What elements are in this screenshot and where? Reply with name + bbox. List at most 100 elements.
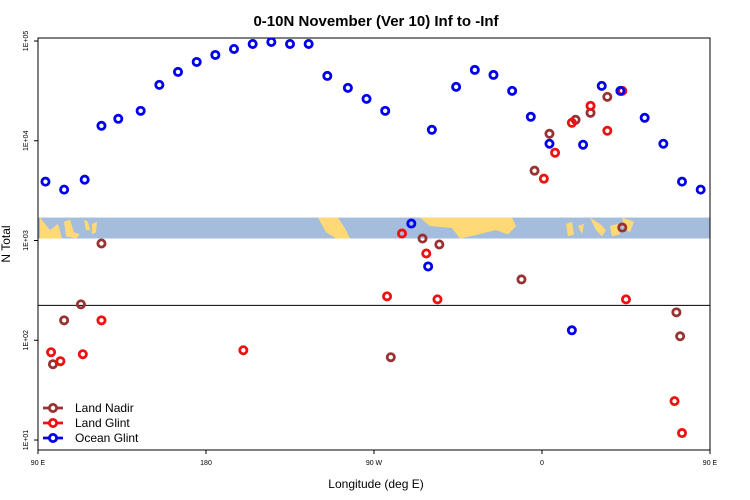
land-glint-point [421, 248, 432, 259]
ocean-glint-point [658, 138, 669, 149]
ocean-glint-point [639, 112, 650, 123]
ocean-glint-point [426, 124, 437, 135]
ocean-glint-point [566, 325, 577, 336]
ocean-glint-point [544, 138, 555, 149]
land-glint-point [718, 349, 725, 356]
ocean-glint-point [191, 56, 202, 67]
ocean-glint-point [342, 82, 353, 93]
land-nadir-point [529, 165, 540, 176]
land-shape [92, 221, 97, 235]
ocean-glint-point [113, 113, 124, 124]
x-tick-label: 90 E [31, 460, 46, 467]
land-shape [318, 217, 350, 239]
legend-label-land-glint: Land Glint [75, 416, 130, 430]
ocean-glint-point [96, 120, 107, 131]
ocean-band [38, 217, 710, 239]
ocean-glint-point [525, 111, 536, 122]
ocean-glint-point [40, 176, 51, 187]
ocean-glint-point [79, 174, 90, 185]
y-tick-label: 1E+01 [23, 430, 30, 451]
ocean-glint-point [406, 218, 417, 229]
legend-marker-ocean-glint [48, 432, 59, 443]
ocean-glint-point [247, 38, 258, 49]
land-nadir-point [516, 274, 527, 285]
ocean-glint-point [615, 85, 626, 96]
x-axis-label: Longitude (deg E) [328, 477, 423, 491]
ocean-glint-point [451, 81, 462, 92]
land-nadir-point [544, 128, 555, 139]
legend-marker-land-nadir [48, 402, 59, 413]
land-nadir-point [675, 331, 686, 342]
ocean-glint-point [59, 184, 70, 195]
land-shape [64, 219, 80, 239]
land-glint-point [77, 349, 88, 360]
ocean-glint-point [266, 38, 277, 47]
land-glint-point [382, 291, 393, 302]
land-glint-point [55, 356, 66, 367]
ocean-glint-point [677, 176, 688, 187]
ocean-glint-point [210, 49, 221, 60]
land-glint-point [550, 147, 561, 158]
land-glint-point [396, 228, 407, 239]
land-glint-point [96, 315, 107, 326]
legend-marker-land-glint [48, 417, 59, 428]
ocean-glint-point [469, 64, 480, 75]
x-tick-label: 0 [540, 460, 544, 467]
y-axis: 1E+01 1E+02 1E+03 1E+04 1E+05 [23, 31, 38, 451]
ocean-glint-point [361, 93, 372, 104]
ocean-glint-point [716, 176, 723, 183]
land-shape [420, 217, 516, 239]
legend-label-land-nadir: Land Nadir [75, 401, 134, 415]
land-shape [84, 219, 90, 231]
ocean-glint-point [303, 38, 314, 49]
land-glint-point [585, 100, 596, 111]
ocean-glint-point [695, 184, 706, 195]
land-glint-point [538, 173, 549, 184]
land-glint-point [46, 347, 57, 358]
y-tick-label: 1E+02 [23, 330, 30, 351]
land-shape [578, 223, 584, 235]
land-glint-point [725, 358, 732, 365]
y-tick-label: 1E+03 [23, 230, 30, 251]
land-shape [566, 221, 574, 237]
x-tick-label: 90 E [703, 460, 718, 467]
land-nadir-point [59, 315, 70, 326]
land-nadir-point [602, 91, 613, 102]
ocean-glint-point [423, 261, 434, 272]
land-nadir-point [75, 299, 86, 310]
y-tick-label: 1E+04 [23, 130, 30, 151]
ocean-glint-point [380, 105, 391, 116]
world-map-band [38, 217, 710, 239]
ocean-glint-point [228, 43, 239, 54]
x-tick-label: 90 W [366, 460, 383, 467]
chart-title: 0-10N November (Ver 10) Inf to -Inf [253, 13, 499, 30]
ocean-glint-point [172, 66, 183, 77]
land-shape [590, 217, 606, 237]
land-nadir-point [417, 233, 428, 244]
land-glint-point [602, 125, 613, 136]
ocean-glint-point [507, 85, 518, 96]
ocean-glint-point [596, 80, 607, 91]
land-glint-point [432, 294, 443, 305]
land-nadir-point [718, 362, 725, 369]
land-nadir-point [434, 239, 445, 250]
land-nadir-point [617, 222, 628, 233]
ocean-glint-point [284, 38, 295, 49]
land-glint-point [621, 294, 632, 305]
ocean-glint-point [488, 69, 499, 80]
x-axis: 90 E 180 90 W 0 90 E [31, 450, 718, 467]
land-glint-point [677, 428, 688, 439]
land-nadir-point [385, 352, 396, 363]
ocean-glint-point [578, 139, 589, 150]
x-tick-label: 180 [200, 460, 212, 467]
land-shape [40, 217, 62, 239]
land-glint-point [238, 345, 249, 356]
land-nadir-point [96, 238, 107, 249]
data-points [40, 38, 740, 439]
ocean-glint-point [322, 70, 333, 81]
land-nadir-point [733, 317, 740, 324]
ocean-glint-point [154, 79, 165, 90]
y-tick-label: 1E+05 [23, 31, 30, 52]
